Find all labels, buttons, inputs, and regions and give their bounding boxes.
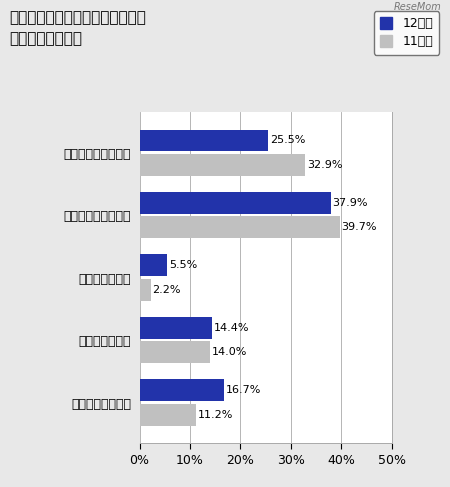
Text: 39.7%: 39.7% — [342, 222, 377, 232]
Bar — [140, 255, 167, 276]
Text: 2.2%: 2.2% — [153, 285, 181, 295]
Bar — [140, 279, 151, 300]
Bar — [140, 379, 224, 401]
Text: 14.4%: 14.4% — [214, 323, 250, 333]
Bar — [140, 341, 210, 363]
Text: 32.9%: 32.9% — [307, 160, 343, 170]
Bar — [140, 154, 305, 176]
Bar — [140, 317, 212, 339]
Text: 5.5%: 5.5% — [169, 261, 198, 270]
Text: ReseMom: ReseMom — [393, 2, 441, 13]
Text: 11.2%: 11.2% — [198, 410, 234, 420]
Legend: 12年卒, 11年卒: 12年卒, 11年卒 — [374, 11, 439, 55]
Text: 25.5%: 25.5% — [270, 135, 306, 146]
Bar — [140, 130, 268, 151]
Text: 37.9%: 37.9% — [333, 198, 368, 208]
Bar — [140, 216, 340, 238]
Bar — [140, 192, 330, 214]
Text: 16.7%: 16.7% — [226, 385, 261, 395]
Text: 14.0%: 14.0% — [212, 347, 248, 357]
Text: 就職活動を始めた時点と現在での
活動に対する感触: 就職活動を始めた時点と現在での 活動に対する感触 — [9, 10, 146, 46]
Bar — [140, 404, 196, 426]
